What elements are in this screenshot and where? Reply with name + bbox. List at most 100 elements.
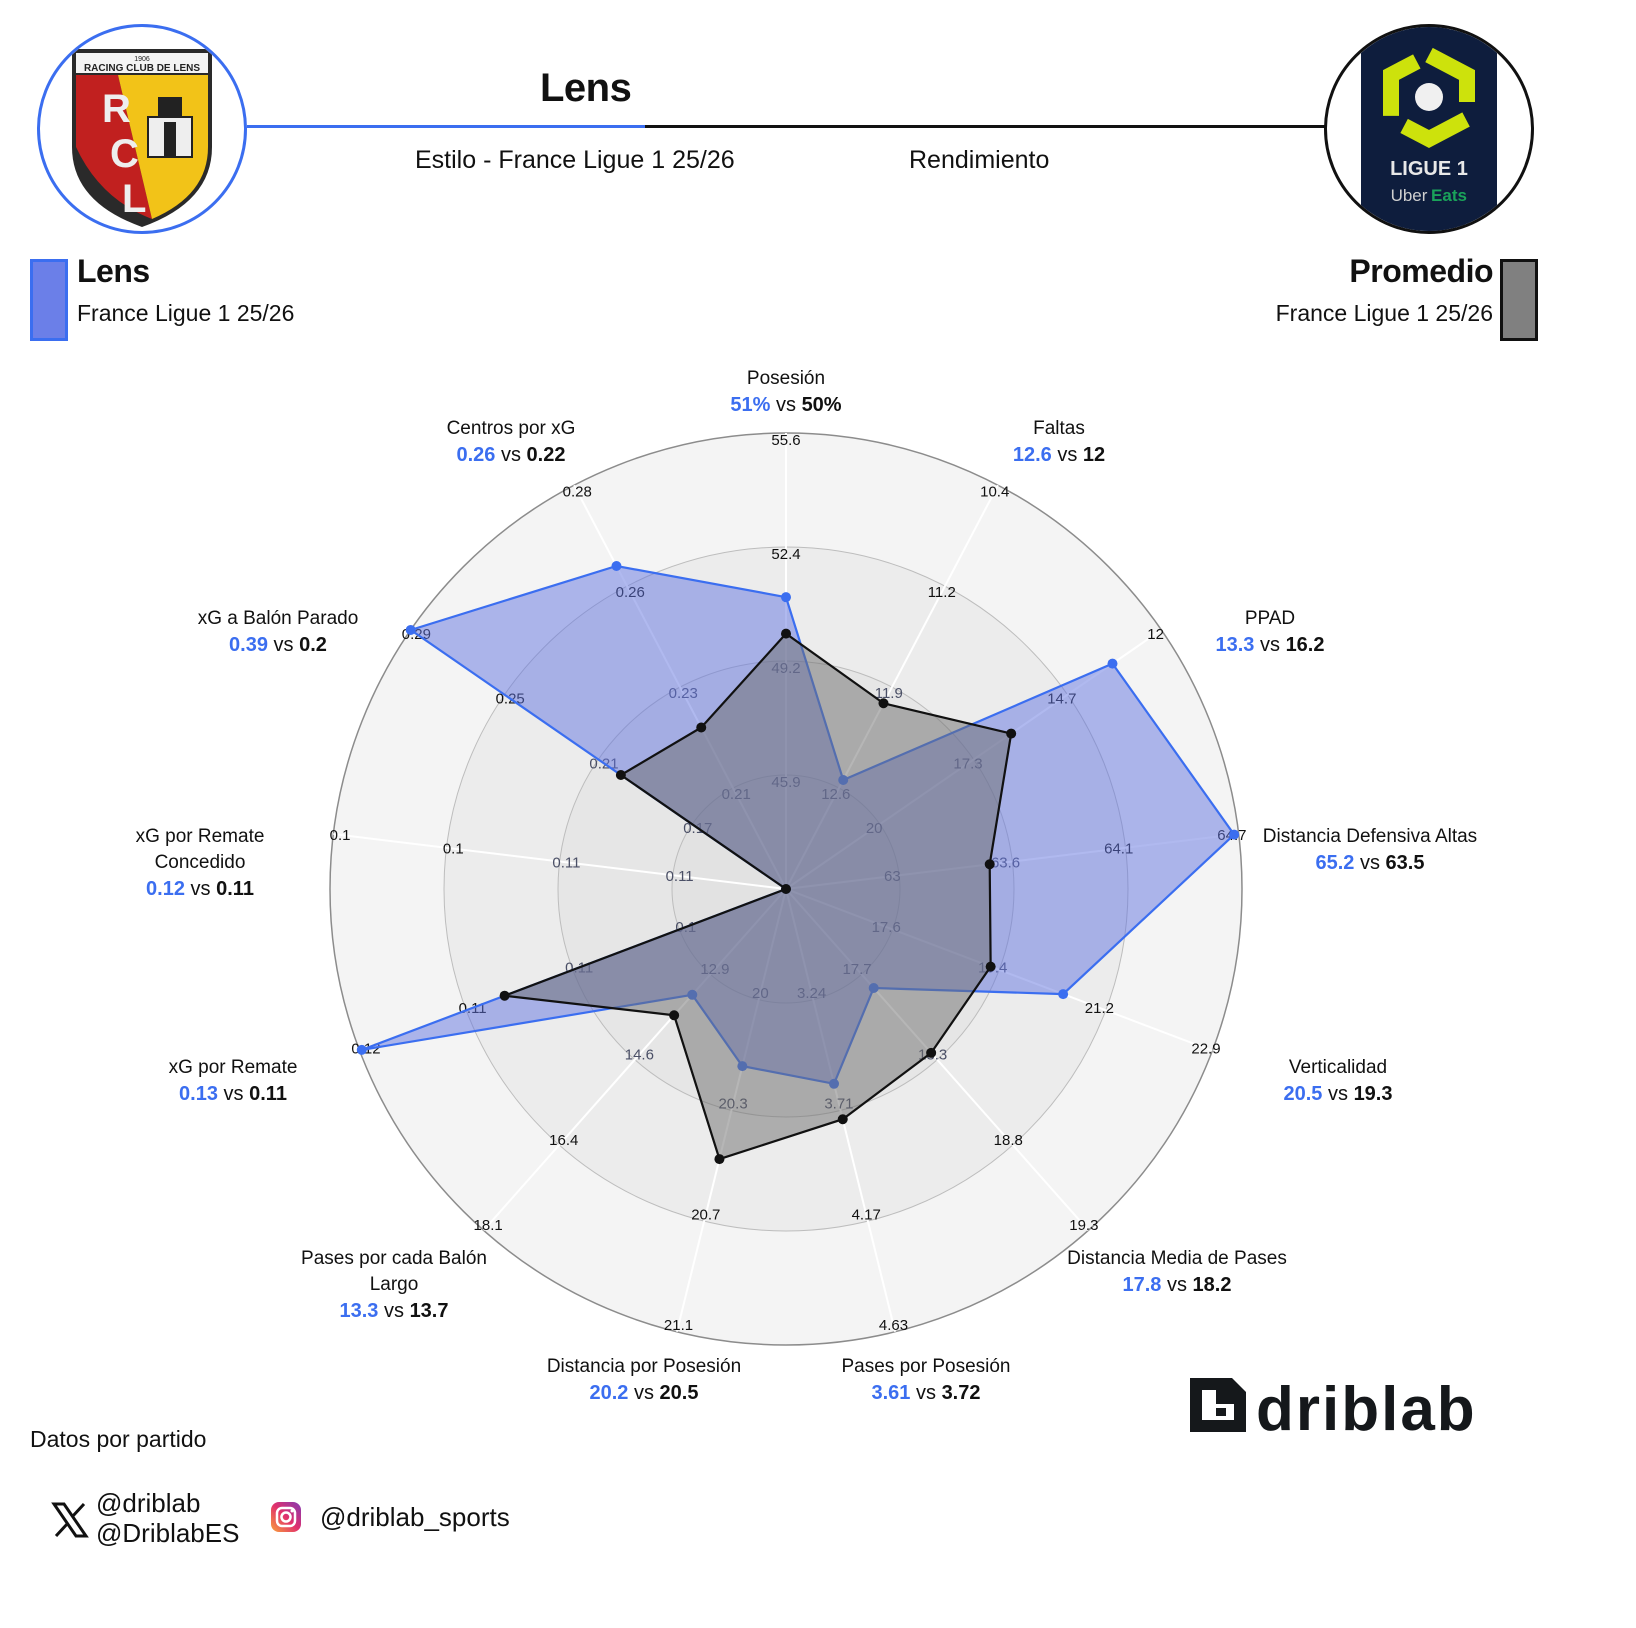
- tick-label: 4.17: [852, 1206, 881, 1223]
- average-series-point[interactable]: [669, 1010, 680, 1021]
- team-value: 0.13: [179, 1083, 218, 1105]
- average-value: 18.2: [1192, 1274, 1232, 1296]
- tick-label: 0.28: [563, 483, 592, 500]
- team-series-point[interactable]: [356, 1044, 367, 1055]
- tick-label: 10.4: [980, 483, 1009, 500]
- team-value: 0.12: [146, 878, 185, 900]
- vs-label: vs: [217, 1083, 250, 1105]
- vs-label: vs: [1354, 852, 1386, 874]
- team-series-point[interactable]: [781, 592, 791, 603]
- average-series-point[interactable]: [926, 1047, 937, 1058]
- axis-name: PPAD: [1244, 608, 1296, 629]
- tick-label: 4.63: [879, 1317, 908, 1334]
- axis-name: xG por Remate: [168, 1057, 298, 1078]
- average-series-point[interactable]: [696, 722, 707, 733]
- legend-average-sub: France Ligue 1 25/26: [1275, 300, 1493, 326]
- axis-values: 17.8 vs 18.2: [1067, 1272, 1287, 1298]
- axis-label: xG por Remate 0.13 vs 0.11: [169, 1055, 298, 1107]
- axis-name: Faltas: [1033, 418, 1085, 439]
- twitter-handle-2[interactable]: @DriblabES: [96, 1518, 240, 1548]
- axis-label: Posesión 51% vs 50%: [730, 366, 841, 418]
- team-series-point[interactable]: [405, 624, 416, 635]
- axis-label: Distancia Defensiva Altas 65.2 vs 63.5: [1263, 824, 1477, 876]
- vs-label: vs: [628, 1382, 660, 1404]
- vs-label: vs: [378, 1300, 410, 1322]
- svg-text:RACING CLUB DE LENS: RACING CLUB DE LENS: [84, 63, 200, 74]
- tick-label: 12: [1147, 626, 1164, 643]
- tick-label: 21.1: [664, 1317, 693, 1334]
- team-value: 20.2: [589, 1382, 629, 1404]
- twitter-icon[interactable]: [50, 1500, 90, 1545]
- average-value: 0.22: [526, 444, 566, 466]
- axis-label: Verticalidad 20.5 vs 19.3: [1284, 1055, 1393, 1107]
- average-series-point[interactable]: [781, 628, 791, 639]
- average-series-point[interactable]: [984, 859, 995, 870]
- team-series-point[interactable]: [1229, 829, 1240, 840]
- axis-values: 65.2 vs 63.5: [1263, 850, 1477, 876]
- average-value: 16.2: [1285, 634, 1325, 656]
- average-series-point[interactable]: [714, 1154, 725, 1165]
- axis-values: 3.61 vs 3.72: [842, 1380, 1011, 1406]
- average-series-point[interactable]: [499, 990, 510, 1001]
- tick-label: 16.4: [549, 1132, 578, 1149]
- average-value: 0.2: [299, 634, 327, 656]
- axis-values: 13.3 vs 13.7: [301, 1298, 487, 1324]
- axis-values: 0.39 vs 0.2: [198, 632, 359, 658]
- instagram-handle[interactable]: @driblab_sports: [320, 1502, 510, 1532]
- vs-label: vs: [1322, 1083, 1354, 1105]
- legend-swatch-team: [30, 259, 68, 341]
- tick-label: 18.1: [474, 1217, 503, 1234]
- vs-label: vs: [495, 444, 527, 466]
- svg-text:Uber: Uber: [1391, 186, 1428, 205]
- axis-name: Distancia Defensiva Altas: [1262, 826, 1478, 847]
- axis-values: 0.26 vs 0.22: [447, 442, 576, 468]
- team-value: 65.2: [1315, 852, 1355, 874]
- vs-label: vs: [184, 878, 217, 900]
- vs-label: vs: [1051, 444, 1083, 466]
- team-series-point[interactable]: [611, 560, 622, 571]
- header-divider-avg: [645, 125, 1325, 128]
- axis-label: Distancia Media de Pases 17.8 vs 18.2: [1067, 1246, 1287, 1298]
- svg-text:Eats: Eats: [1431, 186, 1467, 205]
- twitter-handles[interactable]: @driblab @DriblabES: [96, 1488, 239, 1548]
- vs-label: vs: [267, 634, 300, 656]
- svg-text:R: R: [102, 87, 131, 131]
- axis-name: Posesión: [746, 368, 826, 389]
- tick-label: 11.9: [875, 685, 903, 702]
- tick-label: 18.8: [994, 1132, 1023, 1149]
- average-series-point[interactable]: [878, 698, 889, 709]
- instagram-icon[interactable]: [270, 1501, 302, 1538]
- axis-values: 51% vs 50%: [730, 392, 841, 418]
- footer-note: Datos por partido: [30, 1426, 207, 1452]
- team-logo: 1906 RACING CLUB DE LENS R C L: [37, 24, 247, 234]
- tick-label: 52.4: [771, 546, 800, 563]
- tick-label: 0.11: [552, 854, 580, 871]
- subtitle-style: Estilo - France Ligue 1 25/26: [415, 146, 735, 174]
- average-series-point[interactable]: [985, 961, 996, 972]
- team-value: 12.6: [1012, 444, 1052, 466]
- average-value: 13.7: [409, 1300, 449, 1322]
- average-series-point[interactable]: [615, 770, 626, 781]
- axis-name: Verticalidad: [1288, 1057, 1388, 1078]
- legend-team-name: Lens: [77, 253, 150, 289]
- page-title: Lens: [540, 66, 632, 110]
- axis-name: Distancia por Posesión: [546, 1356, 742, 1377]
- twitter-handle-1[interactable]: @driblab: [96, 1488, 201, 1518]
- tick-label: 14.6: [625, 1047, 654, 1064]
- team-value: 17.8: [1122, 1274, 1162, 1296]
- average-series-point[interactable]: [1006, 728, 1017, 739]
- axis-name: Largo: [369, 1274, 419, 1295]
- header-divider-team: [247, 125, 645, 128]
- team-series-point[interactable]: [1058, 989, 1069, 1000]
- axis-values: 20.5 vs 19.3: [1284, 1081, 1393, 1107]
- vs-label: vs: [1254, 634, 1286, 656]
- driblab-logo: driblab: [1188, 1375, 1524, 1444]
- average-series-polygon: [504, 632, 1013, 1161]
- average-value: 12: [1082, 444, 1106, 466]
- team-series-point[interactable]: [1107, 658, 1118, 669]
- average-series-point[interactable]: [837, 1114, 848, 1125]
- average-series-point[interactable]: [781, 884, 791, 894]
- axis-label: Pases por Posesión 3.61 vs 3.72: [842, 1354, 1011, 1406]
- team-value: 20.5: [1283, 1083, 1323, 1105]
- team-value: 3.61: [871, 1382, 911, 1404]
